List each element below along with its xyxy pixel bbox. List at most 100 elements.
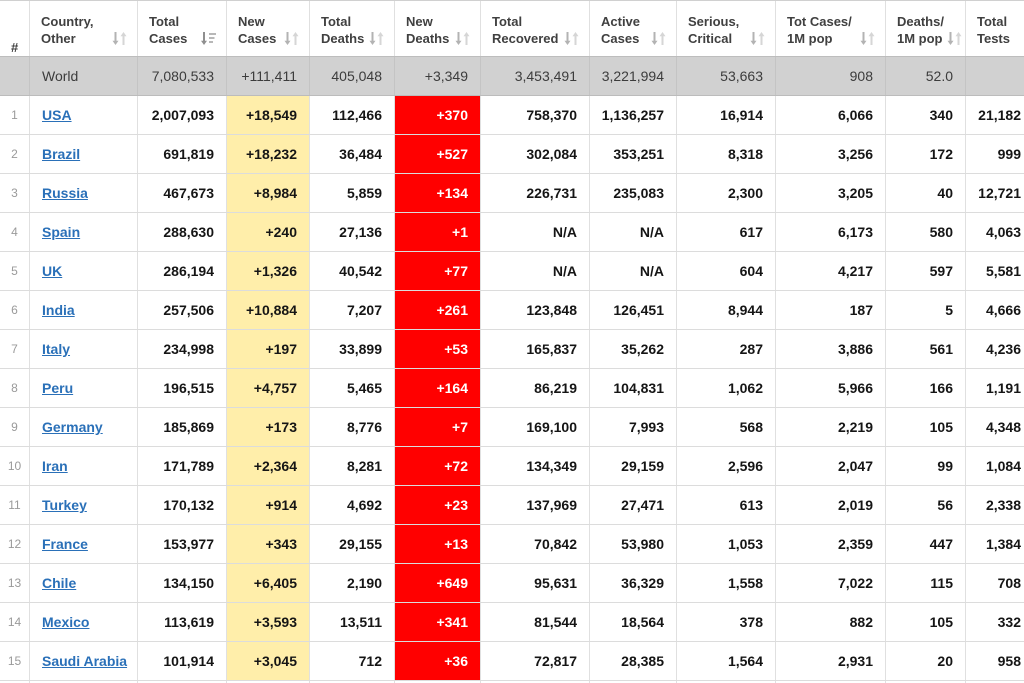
cell-total_deaths: 5,465	[310, 369, 395, 407]
column-header-new_cases[interactable]: New Cases	[227, 1, 310, 56]
header-label-line2: #	[11, 40, 19, 55]
cell-value: 196,515	[163, 380, 214, 396]
cell-value: 35,262	[621, 341, 664, 357]
cell-value: 2,931	[837, 653, 873, 669]
cell-country[interactable]: Chile	[30, 564, 138, 602]
header-label-line1: Active	[601, 14, 641, 29]
cell-country[interactable]: India	[30, 291, 138, 329]
cell-deaths_1m: 597	[886, 252, 966, 290]
cell-country[interactable]: UK	[30, 252, 138, 290]
cell-value: 999	[997, 146, 1021, 162]
cell-value: 708	[997, 575, 1021, 591]
cell-country[interactable]: Brazil	[30, 135, 138, 173]
cell-value: 20	[937, 653, 953, 669]
cell-cases_1m: 6,173	[776, 213, 886, 251]
cell-new_cases: +10,884	[227, 291, 310, 329]
cell-value: World	[42, 68, 79, 84]
header-label-line1: Total	[149, 14, 180, 29]
cell-country[interactable]: Iran	[30, 447, 138, 485]
cell-rank: 2	[0, 135, 30, 173]
cell-value: 8,318	[727, 146, 763, 162]
column-header-serious_critical[interactable]: Serious, Critical	[677, 1, 776, 56]
cell-country[interactable]: Saudi Arabia	[30, 642, 138, 680]
cell-value: 288,630	[163, 224, 214, 240]
cell-total_deaths: 13,511	[310, 603, 395, 641]
cell-value: 1,558	[727, 575, 763, 591]
cell-country[interactable]: Spain	[30, 213, 138, 251]
cell-value: 2,359	[837, 536, 873, 552]
cell-value: 5,859	[346, 185, 382, 201]
cell-total_recovered: 72,817	[481, 642, 590, 680]
cell-country[interactable]: Turkey	[30, 486, 138, 524]
column-header-active_cases[interactable]: Active Cases	[590, 1, 677, 56]
cell-value: 53,980	[621, 536, 664, 552]
cell-value: 126,451	[613, 302, 664, 318]
cell-value: 134,150	[163, 575, 214, 591]
table-row: 9 Germany 185,869 +173 8,776 +7 169,100 7,993 56…	[0, 408, 1024, 447]
cell-country[interactable]: Germany	[30, 408, 138, 446]
cell-total_deaths: 712	[310, 642, 395, 680]
cell-total_deaths: 4,692	[310, 486, 395, 524]
header-label-line2: Cases	[238, 31, 277, 46]
cell-value: 1,062	[727, 380, 763, 396]
column-header-rank[interactable]: #	[0, 1, 30, 56]
sort-both-icon	[947, 32, 961, 45]
cell-value: +649	[436, 575, 468, 591]
cell-rank	[0, 57, 30, 95]
cell-rank: 13	[0, 564, 30, 602]
column-header-total_cases[interactable]: Total Cases	[138, 1, 227, 56]
cell-new_deaths: +370	[395, 96, 481, 134]
cell-value: 3,886	[837, 341, 873, 357]
header-label-line2: 1M pop	[787, 31, 833, 46]
cell-country[interactable]: France	[30, 525, 138, 563]
cell-new_cases: +240	[227, 213, 310, 251]
cell-value: 170,132	[163, 497, 214, 513]
cell-total_recovered: 123,848	[481, 291, 590, 329]
cell-rank: 14	[0, 603, 30, 641]
cell-tests: 1,084	[966, 447, 1024, 485]
cell-new_deaths: +7	[395, 408, 481, 446]
column-header-country[interactable]: Country, Other	[30, 1, 138, 56]
cell-value: 4,236	[985, 341, 1021, 357]
sort-slot	[564, 32, 579, 45]
header-label-line2: 1M pop	[897, 31, 943, 46]
cell-rank: 5	[0, 252, 30, 290]
cell-value: 5,465	[346, 380, 382, 396]
column-header-deaths_1m[interactable]: Deaths/ 1M pop	[886, 1, 966, 56]
cell-country[interactable]: Russia	[30, 174, 138, 212]
sort-both-icon	[369, 32, 384, 45]
cell-active_cases: 53,980	[590, 525, 677, 563]
cell-active_cases: 28,385	[590, 642, 677, 680]
cell-deaths_1m: 166	[886, 369, 966, 407]
cell-serious_critical: 53,663	[677, 57, 776, 95]
column-header-total_deaths[interactable]: Total Deaths	[310, 1, 395, 56]
cell-new_deaths: +164	[395, 369, 481, 407]
header-label-line1: Serious,	[688, 14, 740, 29]
cell-country[interactable]: Mexico	[30, 603, 138, 641]
cell-serious_critical: 287	[677, 330, 776, 368]
cell-new_deaths: +3,349	[395, 57, 481, 95]
column-header-cases_1m[interactable]: Tot Cases/ 1M pop	[776, 1, 886, 56]
cell-new_deaths: +77	[395, 252, 481, 290]
country-link: Mexico	[42, 614, 90, 630]
cell-value: 2,338	[985, 497, 1021, 513]
cell-new_cases: +2,364	[227, 447, 310, 485]
country-link: Brazil	[42, 146, 81, 162]
cell-value: 257,506	[163, 302, 214, 318]
column-header-total_recovered[interactable]: Total Recovered	[481, 1, 590, 56]
cell-value: 2	[11, 147, 18, 161]
cell-cases_1m: 187	[776, 291, 886, 329]
cell-value: +527	[436, 146, 468, 162]
cell-value: +1,326	[253, 263, 297, 279]
column-header-new_deaths[interactable]: New Deaths	[395, 1, 481, 56]
column-header-tests[interactable]: Total Tests	[966, 1, 1024, 56]
table-row: 2 Brazil 691,819 +18,232 36,484 +527 302,084 35…	[0, 135, 1024, 174]
cell-value: 332	[997, 614, 1021, 630]
cell-value: 33,899	[339, 341, 382, 357]
cell-country[interactable]: Italy	[30, 330, 138, 368]
cell-value: +3,349	[424, 68, 468, 84]
cell-value: N/A	[639, 263, 664, 279]
cell-country[interactable]: Peru	[30, 369, 138, 407]
cell-country[interactable]: USA	[30, 96, 138, 134]
cell-cases_1m: 882	[776, 603, 886, 641]
